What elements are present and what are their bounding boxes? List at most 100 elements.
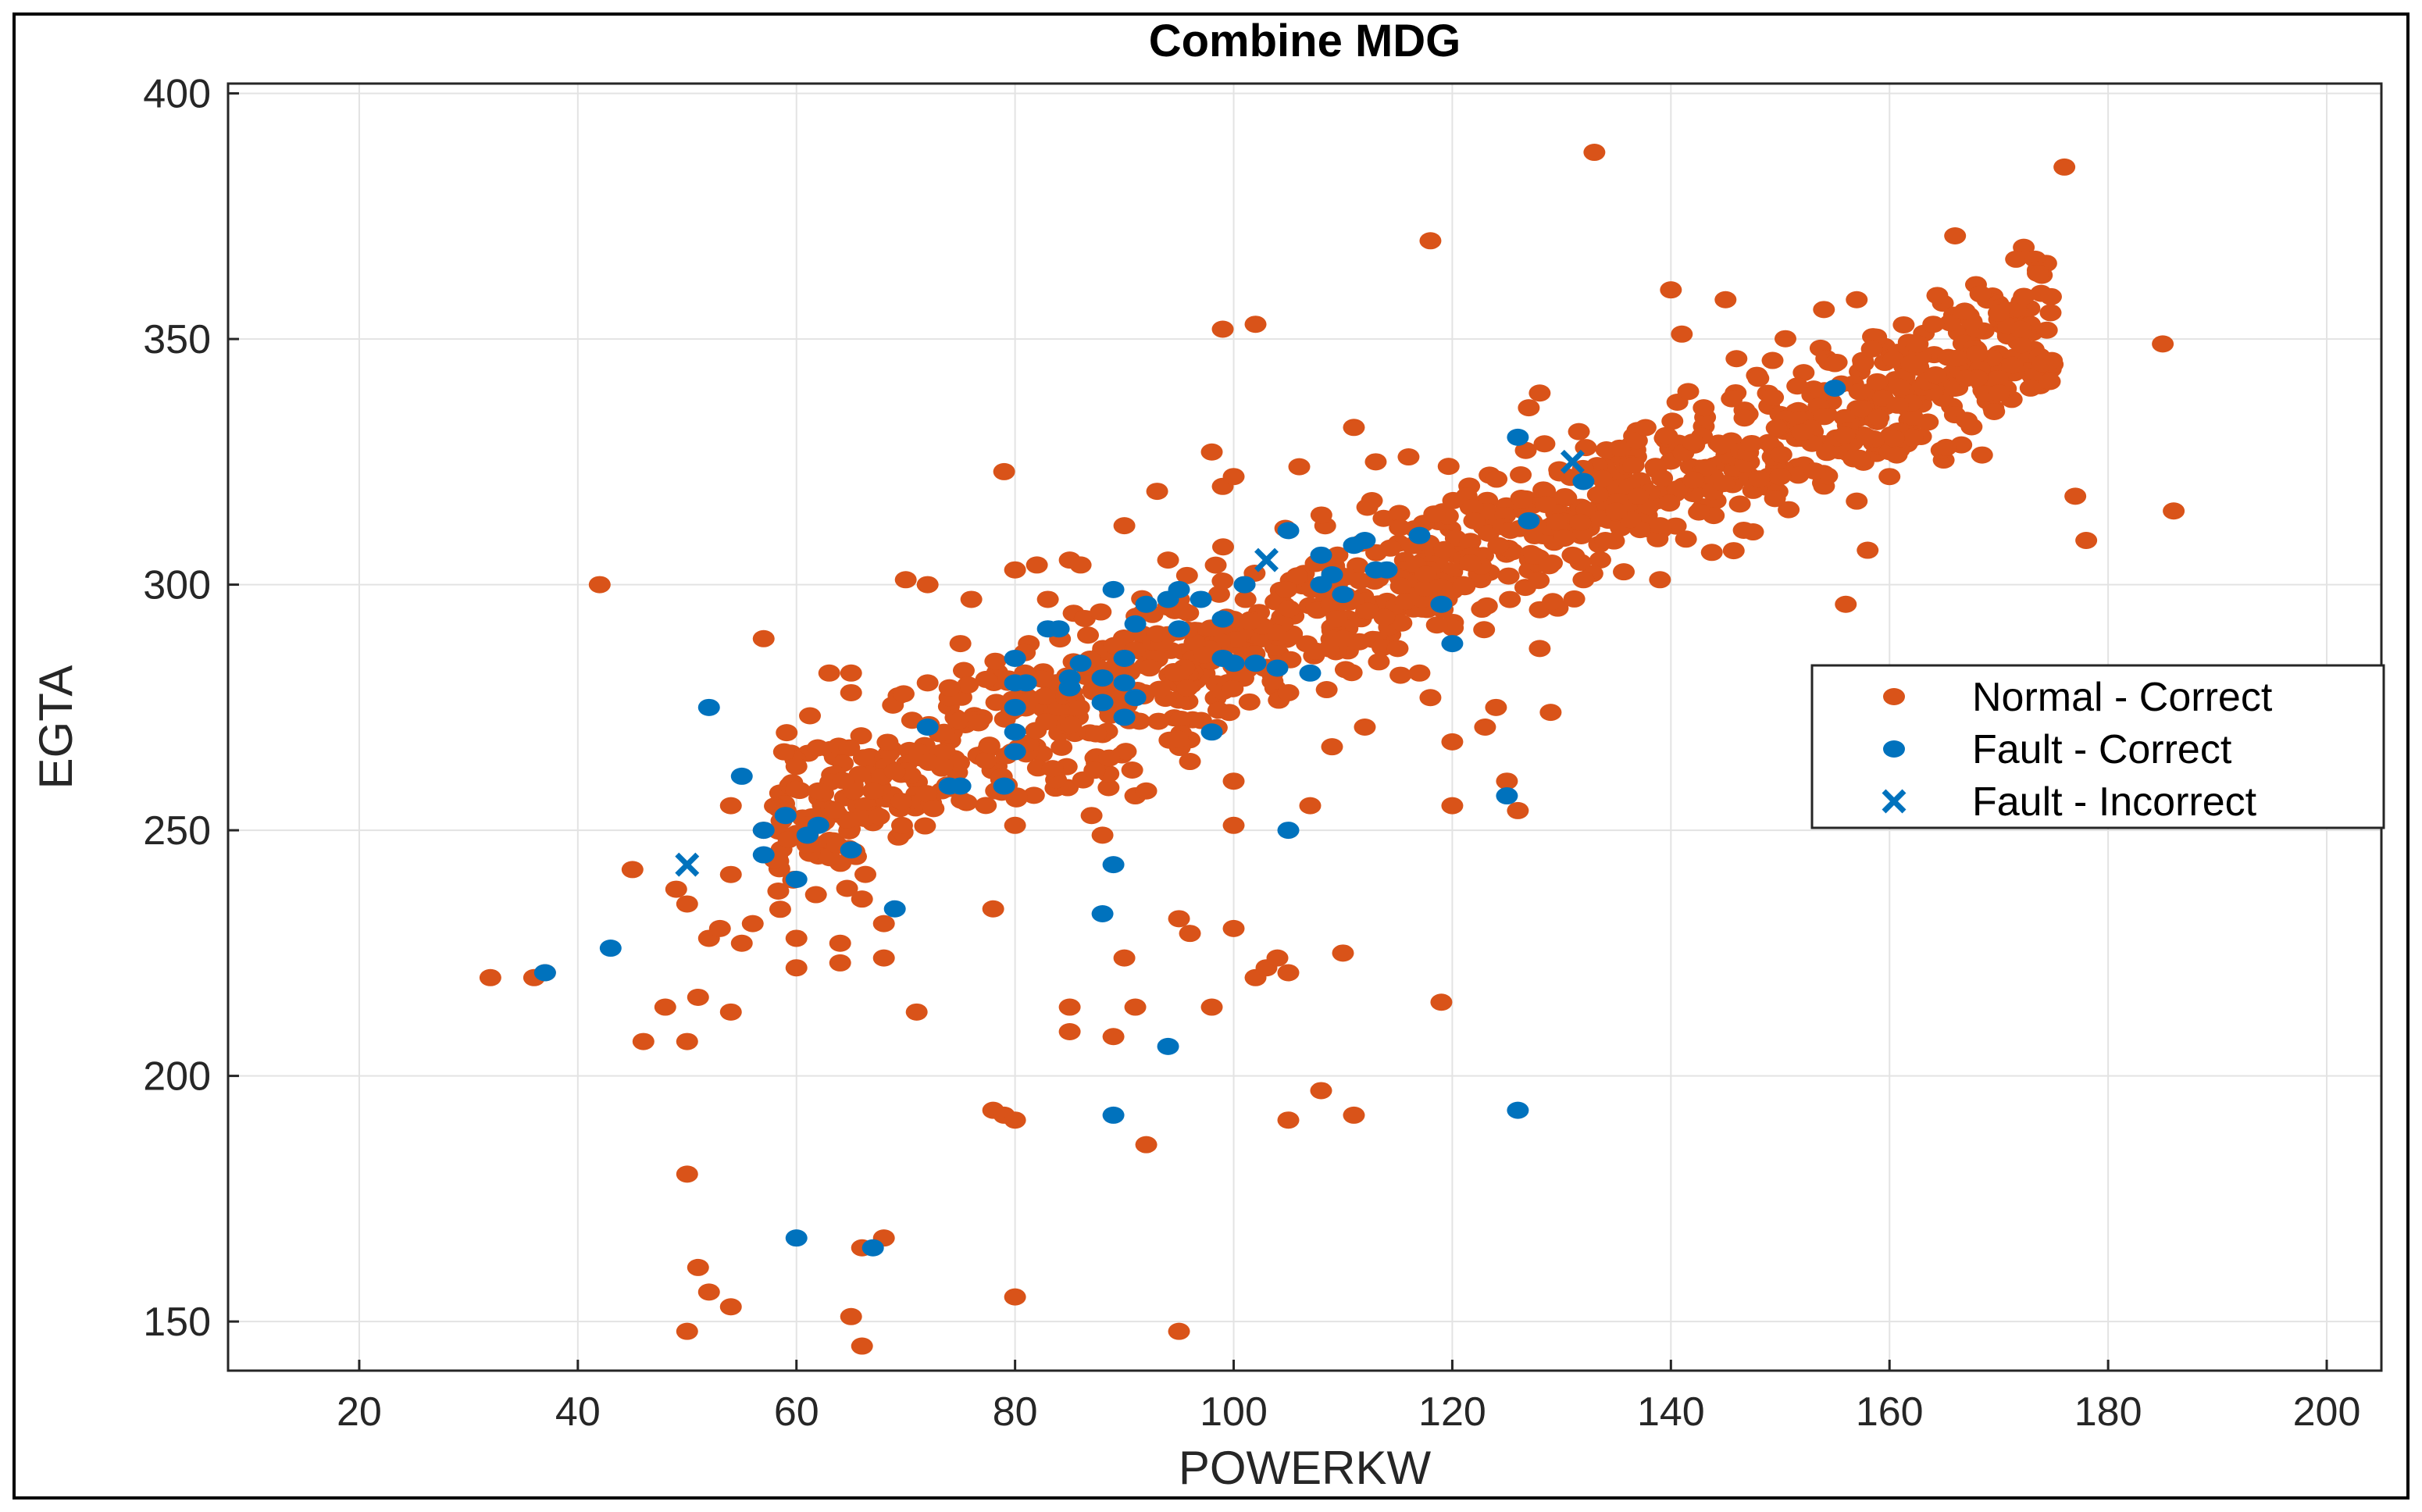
normal-correct-point <box>2027 264 2049 282</box>
normal-correct-point <box>2001 356 2024 374</box>
normal-correct-point <box>1542 593 1564 611</box>
normal-correct-point <box>1605 502 1628 520</box>
normal-correct-point <box>984 652 1007 670</box>
normal-correct-point <box>1425 616 1448 634</box>
fault-correct-point <box>1507 428 1529 446</box>
normal-correct-point <box>687 988 709 1006</box>
fault-correct-point <box>1015 674 1037 692</box>
fault-correct-point <box>1091 694 1114 711</box>
normal-correct-point <box>1514 441 1537 459</box>
normal-correct-point <box>1036 590 1059 608</box>
normal-correct-point <box>1510 465 1532 483</box>
normal-correct-point <box>1146 625 1168 643</box>
normal-correct-point <box>949 635 972 653</box>
normal-correct-point <box>978 736 1001 754</box>
normal-correct-point <box>2010 320 2032 338</box>
normal-correct-point <box>1860 340 1883 358</box>
fault-correct-point <box>1277 822 1300 840</box>
normal-correct-point <box>1728 495 1751 513</box>
normal-correct-point <box>1060 715 1083 733</box>
normal-correct-point <box>1332 944 1354 962</box>
normal-correct-point <box>804 886 827 904</box>
normal-correct-point <box>1688 503 1710 521</box>
normal-correct-point <box>1786 377 1809 395</box>
normal-correct-point <box>850 727 872 745</box>
normal-correct-point <box>1077 626 1100 644</box>
normal-correct-point <box>1969 285 1992 303</box>
normal-correct-point <box>1762 388 1785 406</box>
normal-correct-point <box>1907 335 1929 353</box>
fault-correct-point <box>949 777 972 795</box>
normal-correct-point <box>840 1307 862 1325</box>
normal-correct-point <box>1944 226 1967 244</box>
fault-correct-point <box>1375 561 1398 579</box>
normal-correct-point <box>708 919 731 937</box>
normal-correct-point <box>1722 542 1745 560</box>
normal-correct-point <box>1175 566 1198 584</box>
normal-correct-point <box>1846 492 1868 510</box>
normal-correct-point <box>1437 458 1460 476</box>
normal-correct-point <box>1069 556 1092 574</box>
normal-correct-point <box>1878 468 1901 486</box>
normal-correct-point <box>1591 469 1614 487</box>
normal-correct-point <box>1813 301 1835 319</box>
normal-correct-point <box>1774 330 1796 348</box>
legend-dot-marker <box>1883 688 1905 705</box>
fault-correct-point <box>1124 689 1147 707</box>
normal-correct-point <box>1168 1322 1190 1340</box>
normal-correct-point <box>1613 563 1635 581</box>
fault-correct-point <box>807 816 829 834</box>
normal-correct-point <box>1207 585 1230 603</box>
normal-correct-point <box>1266 949 1289 967</box>
fault-correct-point <box>1441 635 1464 653</box>
x-tick-label: 140 <box>1637 1389 1705 1435</box>
normal-correct-point <box>1675 530 1697 548</box>
normal-correct-point <box>785 780 808 798</box>
normal-correct-point <box>1769 468 1792 486</box>
normal-correct-point <box>1414 565 1437 583</box>
fault-correct-point <box>1135 595 1157 613</box>
normal-correct-point <box>1124 998 1147 1016</box>
normal-correct-point <box>1946 349 1968 367</box>
normal-correct-point <box>1710 437 1732 455</box>
normal-correct-point <box>1357 602 1379 620</box>
normal-correct-point <box>785 758 808 776</box>
normal-correct-point <box>1569 513 1592 531</box>
y-tick-label: 350 <box>143 317 211 362</box>
fault-correct-point <box>1244 654 1267 672</box>
normal-correct-point <box>1634 419 1657 437</box>
normal-correct-point <box>1463 512 1486 530</box>
normal-correct-point <box>1714 291 1737 308</box>
normal-correct-point <box>1660 281 1682 299</box>
normal-correct-point <box>1778 501 1800 519</box>
normal-correct-point <box>2039 287 2062 305</box>
normal-correct-point <box>848 765 871 783</box>
normal-correct-point <box>1651 469 1674 487</box>
normal-correct-point <box>1835 595 1857 613</box>
normal-correct-point <box>676 1032 698 1050</box>
normal-correct-point <box>719 797 742 815</box>
normal-correct-point <box>1321 738 1343 756</box>
normal-correct-point <box>851 1337 873 1355</box>
normal-correct-point <box>1442 491 1464 509</box>
axis-ticks: 20 40 60 80 100 120 140 160 180 200 150 200 250 300 35… <box>143 72 2360 1435</box>
normal-correct-point <box>1857 541 1879 559</box>
normal-correct-point <box>719 865 742 883</box>
normal-correct-point <box>1085 725 1108 743</box>
normal-correct-point <box>1452 576 1475 594</box>
normal-correct-point <box>1414 579 1436 597</box>
legend-x-marker <box>1882 789 1907 814</box>
normal-correct-point <box>1694 458 1717 476</box>
normal-correct-point <box>1693 399 1715 417</box>
normal-correct-point <box>1848 383 1871 401</box>
normal-correct-point <box>914 817 936 835</box>
normal-correct-point <box>1532 481 1555 499</box>
normal-correct-point <box>687 1258 709 1276</box>
normal-correct-point <box>1058 1022 1081 1040</box>
normal-correct-point <box>772 743 795 761</box>
normal-correct-point <box>1164 664 1186 682</box>
normal-correct-point <box>1211 320 1234 338</box>
normal-correct-point <box>1390 614 1413 632</box>
normal-correct-point <box>2010 336 2033 354</box>
normal-correct-point <box>1211 572 1234 590</box>
